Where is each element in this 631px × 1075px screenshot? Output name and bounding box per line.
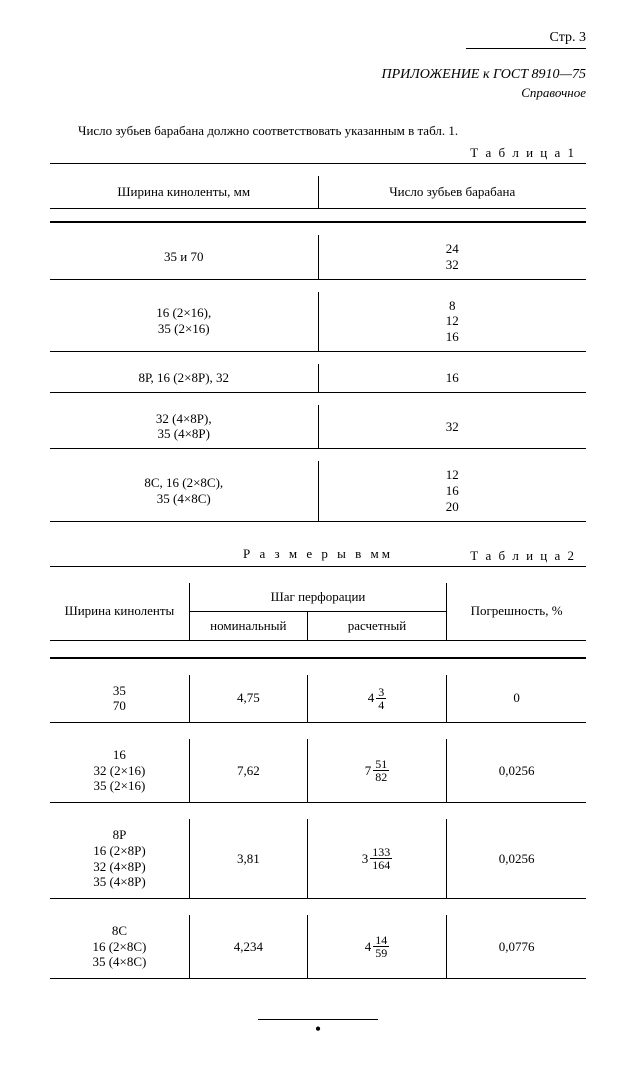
t2-b: 3,81 bbox=[189, 819, 307, 898]
rule bbox=[50, 209, 586, 223]
t2-c: 75182 bbox=[307, 739, 446, 803]
table-1: Ширина киноленты, мм Число зубьев бараба… bbox=[50, 163, 586, 534]
t1-c1: 8Р, 16 (2×8Р), 32 bbox=[138, 370, 229, 385]
t2-colA: Ширина киноленты bbox=[50, 583, 189, 641]
rule bbox=[50, 640, 586, 658]
t1-c2: 32 bbox=[446, 419, 459, 434]
page-number: Стр. 3 bbox=[550, 30, 586, 45]
t2-colB: номинальный bbox=[189, 611, 307, 640]
rule bbox=[50, 164, 586, 177]
t1-header-col2: Число зубьев барабана bbox=[318, 176, 586, 209]
table-row: 35 и 70 24 32 bbox=[50, 235, 586, 279]
t1-c2: 12 16 20 bbox=[446, 467, 459, 514]
t2-d: 0,0256 bbox=[447, 739, 586, 803]
rule bbox=[50, 521, 586, 534]
table-row: 8Р 16 (2×8Р) 32 (4×8Р) 35 (4×8Р) 3,81 31… bbox=[50, 819, 586, 898]
t2-b: 4,75 bbox=[189, 675, 307, 723]
t1-c2: 24 32 bbox=[446, 241, 459, 272]
page-number-wrap: Стр. 3 bbox=[50, 30, 586, 49]
t2-c: 3133164 bbox=[307, 819, 446, 898]
page-number-rule bbox=[466, 48, 586, 49]
table1-label: Т а б л и ц а 1 bbox=[50, 145, 576, 161]
rule bbox=[50, 392, 586, 405]
table-row: 16 (2×16), 35 (2×16) 8 12 16 bbox=[50, 292, 586, 352]
t2-c: 434 bbox=[307, 675, 446, 723]
intro-text: Число зубьев барабана должно соответство… bbox=[50, 123, 586, 139]
t2-a: 8С 16 (2×8С) 35 (4×8С) bbox=[92, 923, 146, 970]
t1-c1: 32 (4×8Р), 35 (4×8Р) bbox=[156, 411, 212, 442]
t2-a: 35 70 bbox=[113, 683, 126, 714]
document-page: Стр. 3 ПРИЛОЖЕНИЕ к ГОСТ 8910—75 Справоч… bbox=[0, 0, 631, 1075]
t1-c2: 8 12 16 bbox=[446, 298, 459, 345]
t2-colD: Погрешность, % bbox=[447, 583, 586, 641]
t1-c1: 8С, 16 (2×8С), 35 (4×8С) bbox=[144, 475, 223, 506]
table-2: Ширина киноленты Шаг перфорации Погрешно… bbox=[50, 566, 586, 996]
table-row: 8Р, 16 (2×8Р), 32 16 bbox=[50, 364, 586, 393]
rule bbox=[50, 279, 586, 292]
t2-a: 16 32 (2×16) 35 (2×16) bbox=[94, 747, 146, 794]
rule bbox=[50, 222, 586, 235]
t1-header-col1: Ширина киноленты, мм bbox=[50, 176, 318, 209]
t2-c: 41459 bbox=[307, 915, 446, 979]
rule bbox=[50, 449, 586, 462]
end-rule bbox=[258, 1019, 378, 1020]
table-row: 8С, 16 (2×8С), 35 (4×8С) 12 16 20 bbox=[50, 461, 586, 521]
rule bbox=[50, 351, 586, 364]
reference-note: Справочное bbox=[50, 85, 586, 101]
rule bbox=[50, 723, 586, 740]
dot-icon: • bbox=[50, 1024, 586, 1035]
table-row: 32 (4×8Р), 35 (4×8Р) 32 bbox=[50, 405, 586, 449]
appendix-title: ПРИЛОЖЕНИЕ к ГОСТ 8910—75 bbox=[50, 67, 586, 83]
table-row: 16 32 (2×16) 35 (2×16) 7,62 75182 0,0256 bbox=[50, 739, 586, 803]
table-row: 8С 16 (2×8С) 35 (4×8С) 4,234 41459 0,077… bbox=[50, 915, 586, 979]
t2-b: 4,234 bbox=[189, 915, 307, 979]
t2-b: 7,62 bbox=[189, 739, 307, 803]
rule bbox=[50, 658, 586, 675]
rule bbox=[50, 899, 586, 916]
t2-d: 0,0256 bbox=[447, 819, 586, 898]
t1-c1: 35 и 70 bbox=[164, 249, 203, 264]
rule bbox=[50, 979, 586, 996]
rule bbox=[50, 803, 586, 820]
t2-colgroup: Шаг перфорации bbox=[189, 583, 446, 612]
t2-d: 0,0776 bbox=[447, 915, 586, 979]
t1-c2: 16 bbox=[446, 370, 459, 385]
t2-colC: расчетный bbox=[307, 611, 446, 640]
rule bbox=[50, 566, 586, 583]
t2-a: 8Р 16 (2×8Р) 32 (4×8Р) 35 (4×8Р) bbox=[93, 827, 145, 889]
t1-c1: 16 (2×16), 35 (2×16) bbox=[156, 305, 211, 336]
table-row: 35 70 4,75 434 0 bbox=[50, 675, 586, 723]
t2-d: 0 bbox=[447, 675, 586, 723]
